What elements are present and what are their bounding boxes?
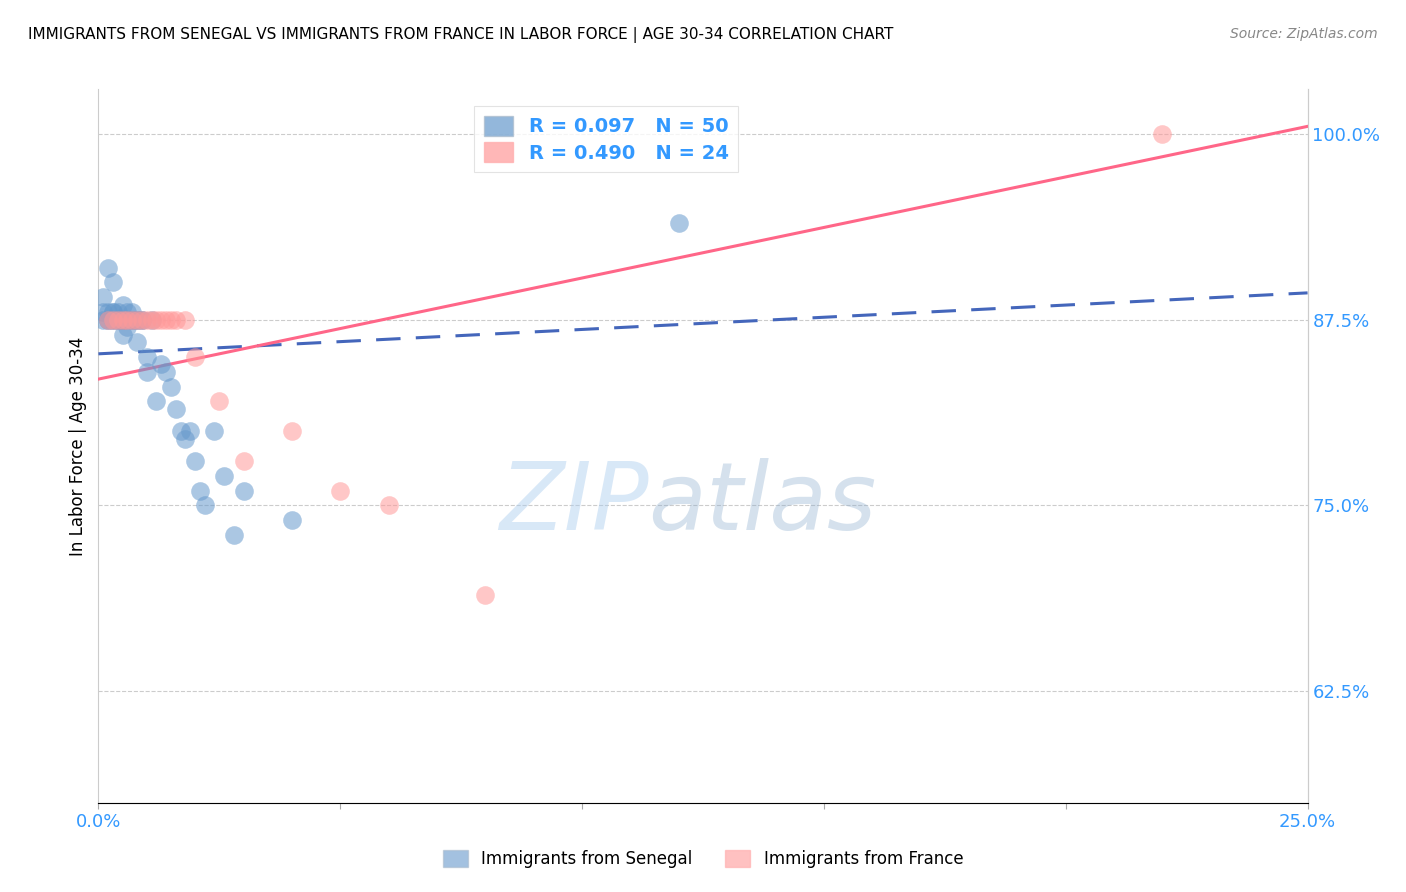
Point	[121, 305, 143, 319]
Point	[121, 312, 143, 326]
Point	[208, 394, 231, 409]
Point	[194, 499, 217, 513]
Point	[131, 312, 153, 326]
Point	[329, 483, 352, 498]
Point	[101, 312, 124, 326]
Point	[101, 276, 124, 290]
Point	[155, 312, 177, 326]
Point	[377, 499, 399, 513]
Point	[184, 454, 207, 468]
Point	[135, 312, 157, 326]
Point	[97, 305, 120, 319]
Point	[135, 365, 157, 379]
Point	[121, 312, 143, 326]
Point	[101, 312, 124, 326]
Point	[107, 312, 129, 326]
Point	[169, 424, 191, 438]
Point	[97, 260, 120, 275]
Point	[101, 305, 124, 319]
Point	[91, 305, 114, 319]
Point	[97, 312, 120, 326]
Point	[117, 305, 139, 319]
Point	[97, 312, 120, 326]
Point	[184, 350, 207, 364]
Point	[91, 312, 114, 326]
Point	[97, 312, 120, 326]
Point	[160, 379, 183, 393]
Point	[232, 454, 254, 468]
Point	[174, 432, 197, 446]
Point	[141, 312, 163, 326]
Point	[111, 312, 134, 326]
Point	[111, 298, 134, 312]
Point	[91, 290, 114, 304]
Point	[174, 312, 197, 326]
Point	[111, 312, 134, 326]
Point	[141, 312, 163, 326]
Point	[165, 401, 187, 416]
Point	[212, 468, 235, 483]
Point	[131, 312, 153, 326]
Point	[117, 320, 139, 334]
Point	[127, 312, 149, 326]
Point	[155, 365, 177, 379]
Point	[101, 312, 124, 326]
Legend: Immigrants from Senegal, Immigrants from France: Immigrants from Senegal, Immigrants from…	[436, 843, 970, 875]
Point	[232, 483, 254, 498]
Point	[117, 312, 139, 326]
Point	[117, 312, 139, 326]
Point	[121, 312, 143, 326]
Point	[150, 357, 173, 371]
Point	[131, 312, 153, 326]
Point	[127, 312, 149, 326]
Text: ZIP: ZIP	[499, 458, 648, 549]
Text: IMMIGRANTS FROM SENEGAL VS IMMIGRANTS FROM FRANCE IN LABOR FORCE | AGE 30-34 COR: IMMIGRANTS FROM SENEGAL VS IMMIGRANTS FR…	[28, 27, 893, 43]
Point	[101, 305, 124, 319]
Point	[145, 312, 167, 326]
Point	[188, 483, 211, 498]
Y-axis label: In Labor Force | Age 30-34: In Labor Force | Age 30-34	[69, 336, 87, 556]
Point	[145, 394, 167, 409]
Point	[127, 334, 149, 349]
Point	[281, 513, 304, 527]
Point	[281, 424, 304, 438]
Point	[160, 312, 183, 326]
Text: atlas: atlas	[648, 458, 877, 549]
Point	[204, 424, 226, 438]
Point	[668, 216, 690, 230]
Point	[150, 312, 173, 326]
Point	[474, 588, 496, 602]
Point	[107, 305, 129, 319]
Point	[179, 424, 201, 438]
Point	[165, 312, 187, 326]
Point	[135, 350, 157, 364]
Text: Source: ZipAtlas.com: Source: ZipAtlas.com	[1230, 27, 1378, 41]
Point	[111, 327, 134, 342]
Point	[107, 312, 129, 326]
Point	[107, 312, 129, 326]
Legend: R = 0.097   N = 50, R = 0.490   N = 24: R = 0.097 N = 50, R = 0.490 N = 24	[474, 106, 738, 172]
Point	[1152, 127, 1174, 141]
Point	[127, 312, 149, 326]
Point	[222, 528, 245, 542]
Point	[111, 312, 134, 326]
